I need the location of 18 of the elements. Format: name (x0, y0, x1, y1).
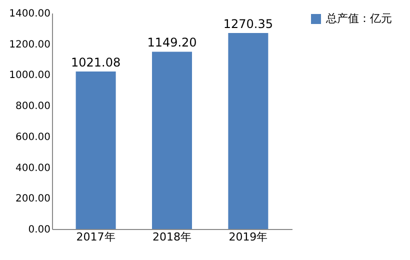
legend-label: 总产值：亿元 (325, 12, 392, 25)
y-tick-label: 1000.00 (9, 70, 50, 82)
y-tick-label: 600.00 (16, 132, 50, 143)
y-tick-label: 1200.00 (9, 39, 50, 50)
x-tick-label: 2018年 (152, 230, 192, 244)
data-label: 1021.08 (70, 55, 121, 70)
y-tick-label: 1400.00 (9, 8, 50, 20)
data-label: 1149.20 (147, 36, 197, 50)
y-tick-label: 200.00 (16, 194, 50, 205)
y-tick-label: 800.00 (16, 101, 50, 112)
y-tick-label: 400.00 (16, 162, 50, 174)
bar (228, 33, 268, 229)
bar (76, 71, 116, 229)
y-tick-label: 0.00 (28, 224, 50, 236)
bar (152, 52, 192, 229)
x-tick-label: 2017年 (76, 230, 116, 244)
data-label: 1270.35 (223, 17, 274, 32)
x-tick-label: 2019年 (228, 230, 268, 244)
